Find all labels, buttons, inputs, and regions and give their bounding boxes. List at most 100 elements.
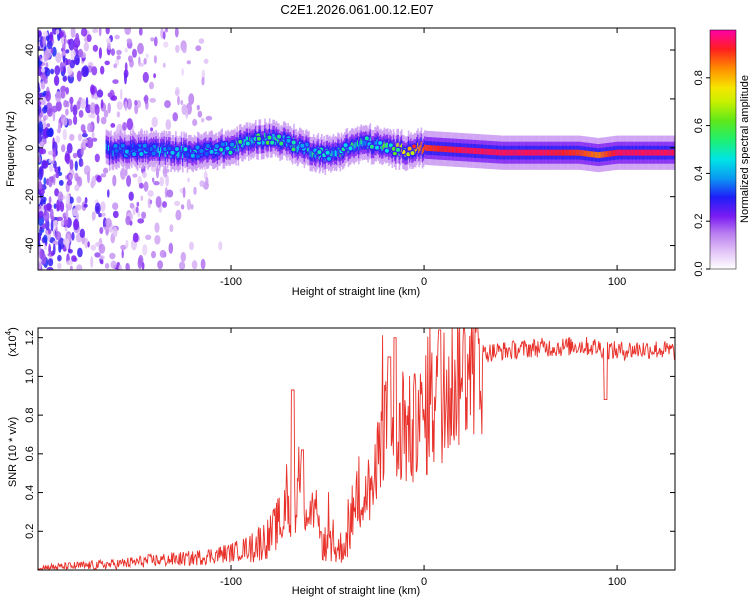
spectrogram-noise-cell [48,243,51,255]
spectrogram-noise-cell [71,255,77,262]
spectrogram-ridge-blob [173,145,181,153]
spectrogram-ridge-blob [255,135,263,142]
spectrogram-ridge-cell [360,138,362,145]
spectrogram-noise-cell [48,176,53,188]
spectrogram-noise-cell [182,187,186,199]
spectrogram-noise-cell [70,102,73,113]
spectrogram-noise-cell [75,32,80,45]
spectrogram-noise-cell [180,251,186,263]
spectrogram-noise-cell [67,39,71,45]
spectrogram-noise-cell [38,232,41,244]
spectrogram-noise-cell [74,220,78,228]
spectrogram-ridge-cell [588,151,591,157]
spectrogram-noise-cell [174,28,179,38]
spectrogram-ridge-cell [498,149,500,156]
spectrogram-noise-cell [141,211,147,219]
spectrogram-ridge-cell [631,149,633,156]
spectrogram-noise-cell [52,174,56,186]
spectrogram-noise-cell [149,81,154,90]
spectrogram-ridge-cell [419,145,421,151]
spectrogram-noise-cell [38,100,42,106]
spectrogram-noise-cell [124,47,128,53]
spectrogram-noise-cell [199,180,205,188]
spectrogram-noise-cell [135,206,139,213]
spectrogram-noise-cell [110,260,117,269]
spectrogram-ridge-cell [559,149,562,156]
spectrogram-noise-cell [196,104,200,111]
spectrogram-ridge-cell [618,149,621,156]
spectrogram-noise-cell [105,28,110,35]
spectrogram-noise-cell [38,104,42,116]
spectrogram-noise-cell [38,132,42,144]
spectrogram-ridge-cell [458,147,461,153]
spectrogram-noise-cell [38,156,42,163]
spectrogram-noise-cell [164,28,169,33]
spectrogram-ridge-cell [623,149,625,156]
spectrogram-noise-cell [61,36,65,45]
spectrogram-noise-cell [96,114,100,124]
spectrogram-ridge-cell [509,149,512,156]
spectrogram-ridge-cell [546,149,549,156]
x-tick-label: -100 [220,576,242,588]
spectrogram-noise-cell [91,176,96,187]
y-tick-label: 1.2 [24,330,36,345]
spectrogram-noise-cell [100,259,104,265]
spectrogram-noise-cell [94,202,101,215]
spectrogram-ridge-cell [178,150,181,157]
spectrogram-ridge-cell [651,149,653,156]
spectrogram-ridge-cell [273,134,276,140]
spectrogram-noise-cell [150,127,154,132]
spectrogram-ridge-blob [299,142,306,149]
spectrogram-ridge-cell [567,149,570,156]
spectrogram-ridge-blob [219,141,226,148]
spectrogram-noise-cell [39,249,44,258]
spectrogram-noise-cell [136,100,141,108]
spectrogram-ridge-blob [285,137,292,144]
spectrogram-ridge-cell [669,149,672,156]
spectrogram-ridge-cell [277,137,279,144]
spectrogram-ridge-cell [527,149,529,156]
spectrogram-ridge-cell [647,149,650,156]
spectrogram-noise-cell [76,176,81,182]
spectrogram-noise-cell [74,184,80,192]
spectrogram-ridge-cell [242,141,244,148]
spectrogram-noise-cell [54,65,61,76]
spectrogram-ridge-cell [576,149,579,156]
spectrogram-ridge-blob [213,142,220,150]
spectrogram-ridge-blob [119,142,127,149]
spectrogram-ridge-cell [236,140,238,147]
spectrogram-ridge-cell [501,149,504,156]
spectrogram-ridge-cell [531,149,534,156]
spectrogram-noise-cell [57,254,62,262]
spectrogram-ridge-cell [309,151,311,157]
spectrogram-ridge-cell [331,150,333,157]
spectrogram-ridge-cell [358,144,360,151]
spectrogram-noise-cell [155,166,160,179]
spectrogram-ridge-cell [308,145,310,152]
spectrogram-noise-cell [120,168,126,180]
spectrogram-ridge-cell [614,150,616,156]
spectrogram-noise-cell [77,133,83,142]
spectrogram-ridge-cell [539,149,542,156]
spectrogram-ridge-cell [111,149,113,156]
spectrogram-noise-cell [90,256,94,269]
spectrogram-noise-cell [46,40,53,50]
spectrogram-noise-cell [107,189,110,198]
spectrogram-ridge-cell [528,149,530,156]
spectrogram-noise-cell [47,108,53,117]
spectrogram-noise-cell [172,112,178,122]
spectrogram-noise-cell [118,264,123,270]
spectrogram-noise-cell [137,218,145,224]
spectrogram-ridge-cell [356,140,359,147]
spectrogram-ridge-cell [565,149,567,156]
spectrogram-noise-cell [76,70,82,82]
snr-frame [37,327,676,571]
spectrogram-noise-cell [137,42,144,55]
y-tick-label: 40 [24,44,36,56]
spectrogram-ridge-cell [573,149,576,156]
spectrogram-ridge-cell [414,147,417,154]
spectrogram-noise-cell [132,232,139,243]
x-tick-label: 0 [421,576,427,588]
spectrogram-noise-cell [105,218,112,228]
spectrogram-noise-cell [43,50,48,63]
